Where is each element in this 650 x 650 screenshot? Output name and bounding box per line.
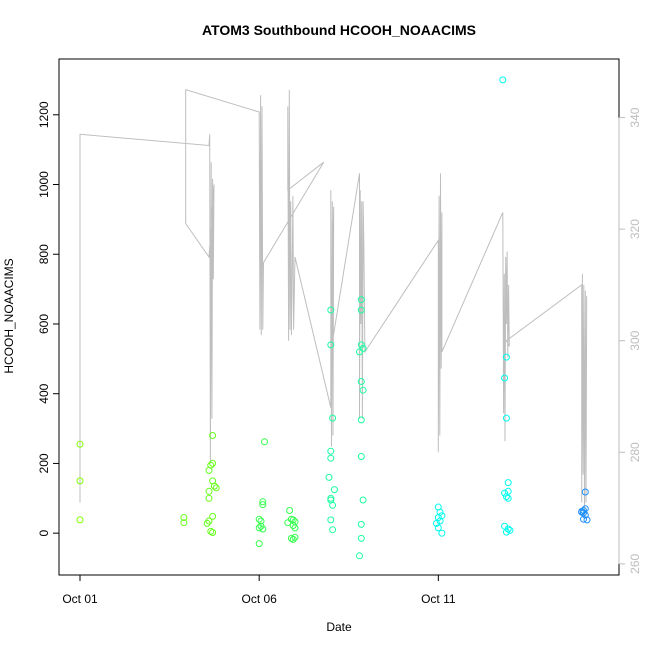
data-point	[212, 484, 220, 492]
y-tick-label: 1000	[37, 171, 51, 198]
data-point	[499, 76, 507, 84]
scatter-points-layer	[76, 76, 591, 560]
y2-tick-label: 320	[628, 219, 642, 239]
data-point	[357, 378, 365, 385]
data-point	[330, 486, 338, 494]
data-point	[501, 489, 509, 497]
y-tick-label: 600	[37, 314, 51, 334]
line-series-path	[79, 89, 588, 520]
data-point	[259, 501, 267, 509]
data-point	[76, 477, 84, 485]
data-point	[327, 516, 335, 524]
y-tick-label: 1200	[37, 101, 51, 128]
y-tick-label: 200	[37, 453, 51, 473]
y-axis-label: HCOOH_NOAACIMS	[2, 258, 16, 373]
data-point	[255, 515, 263, 523]
data-point	[210, 482, 218, 490]
data-point	[261, 438, 268, 446]
data-point	[205, 517, 213, 525]
data-point	[76, 440, 84, 448]
data-point	[255, 524, 263, 532]
data-point	[436, 517, 444, 525]
data-point	[329, 526, 337, 534]
data-point	[359, 386, 367, 394]
x-tick-label: Oct 11	[421, 592, 456, 606]
data-point	[205, 494, 213, 502]
y-tick-label: 400	[37, 383, 51, 403]
plot-frame	[58, 58, 620, 576]
data-point	[502, 493, 510, 501]
data-point	[359, 344, 367, 352]
data-point	[284, 519, 292, 527]
data-point	[502, 353, 510, 361]
data-point	[356, 348, 363, 356]
y2-tick-label: 280	[628, 442, 642, 462]
data-point	[357, 453, 365, 460]
data-point	[502, 414, 510, 422]
line-series-layer	[79, 89, 588, 520]
data-point	[180, 519, 188, 527]
data-point	[207, 527, 215, 535]
data-point	[357, 341, 365, 349]
data-point	[209, 459, 217, 467]
data-point	[329, 414, 337, 422]
x-tick-label: Oct 06	[241, 592, 277, 606]
data-point	[327, 454, 335, 462]
data-point	[433, 519, 440, 527]
data-point	[76, 516, 84, 524]
data-point	[325, 473, 333, 481]
data-point	[357, 520, 365, 528]
data-point	[205, 487, 213, 495]
y-tick-label: 800	[37, 244, 51, 264]
data-point	[359, 496, 367, 504]
data-point	[209, 432, 217, 439]
data-point	[506, 526, 514, 534]
data-point	[504, 479, 512, 487]
data-point	[434, 524, 442, 532]
data-point	[257, 517, 265, 525]
data-point	[357, 306, 365, 314]
data-point	[504, 494, 512, 502]
y2-tick-label: 260	[628, 554, 642, 574]
data-point	[209, 529, 217, 536]
data-point	[255, 540, 263, 548]
data-point	[286, 507, 294, 514]
data-point	[289, 535, 297, 543]
data-point	[327, 306, 335, 314]
data-point	[291, 524, 299, 532]
x-axis-label: Date	[326, 620, 352, 634]
data-point	[357, 534, 365, 542]
data-point	[581, 505, 589, 513]
y2-tick-label: 300	[628, 330, 642, 350]
data-point	[357, 416, 365, 424]
data-point	[259, 525, 267, 533]
data-point	[329, 501, 337, 509]
data-point	[327, 341, 335, 349]
data-point	[583, 516, 591, 524]
data-point	[259, 498, 267, 506]
data-point	[501, 374, 509, 382]
data-point	[209, 512, 217, 520]
data-point	[502, 528, 510, 536]
data-point	[434, 514, 442, 521]
data-point	[581, 488, 589, 496]
data-point	[327, 447, 335, 455]
data-point	[180, 514, 188, 521]
axes-layer: 0 200 400 600 800 1000 1200 260 280 300 320 340 Oct …	[37, 101, 642, 606]
data-point	[356, 552, 363, 560]
data-point	[438, 529, 446, 537]
data-point	[357, 296, 365, 304]
y2-tick-label: 340	[628, 107, 642, 127]
x-tick-label: Oct 01	[62, 592, 98, 606]
y-tick-label: 0	[37, 530, 51, 537]
chart-title: ATOM3 Southbound HCOOH_NOAACIMS	[202, 22, 476, 38]
data-point	[580, 515, 587, 523]
data-point	[291, 533, 299, 541]
data-point	[205, 466, 213, 474]
